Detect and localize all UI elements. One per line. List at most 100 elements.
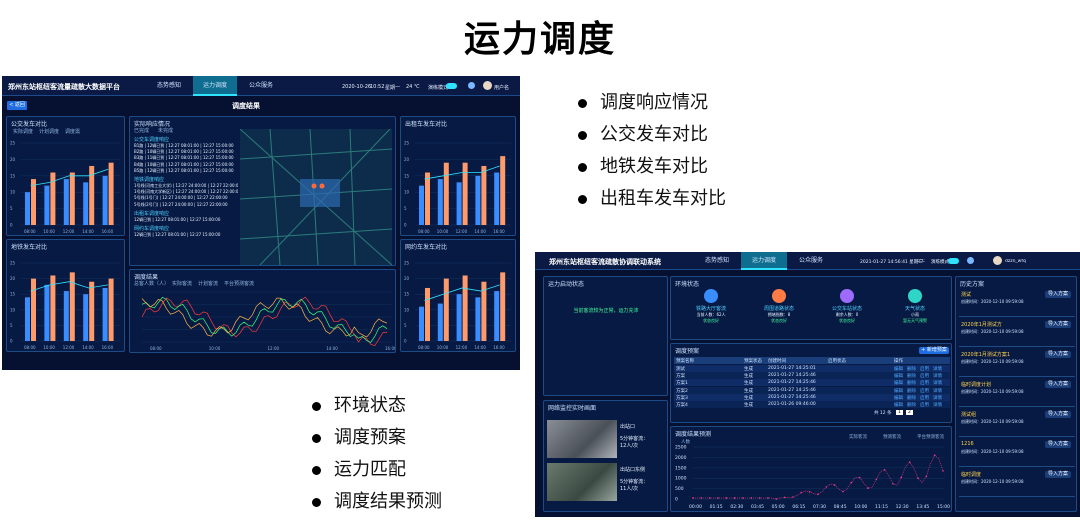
tab-situation[interactable]: 态势感知: [704, 257, 729, 264]
metro-chart: 25 20 15 10 5 0 08:00 10:00 12:00 14:00 16:00: [10, 261, 120, 350]
history-item[interactable]: 1216 创建时间： 2020-12-10 09:59:08 导入方案: [959, 439, 1075, 467]
import-plan-button[interactable]: 导入方案: [1045, 321, 1071, 328]
history-item[interactable]: 2020年1月测试方 创建时间： 2020-12-10 09:59:08 导入方案: [959, 319, 1075, 347]
add-plan-button[interactable]: + 新增预案: [919, 347, 949, 354]
row-action-link[interactable]: 启用: [920, 381, 929, 387]
camera-feed-2[interactable]: [547, 463, 617, 501]
back-button[interactable]: < 返回: [7, 101, 27, 110]
forecast-point: [733, 497, 736, 499]
history-item[interactable]: 2020年1月测试方案1 创建时间： 2020-12-10 09:59:08 导入方案: [959, 349, 1075, 377]
row-action-link[interactable]: 编辑: [894, 374, 903, 380]
table-row[interactable]: 测试 生成 2021-01-27 14:25:01 编辑 删除 启用 详情: [674, 365, 950, 372]
panel-environment: 环境状态 铁路大厅客流 当前人数：62人 状态良好 周围道路状态 拥堵指数：8 状态良好公…: [670, 276, 952, 340]
map-view[interactable]: [240, 129, 392, 265]
camera-line2: 12人/次: [620, 443, 639, 449]
row-action-link[interactable]: 编辑: [894, 395, 903, 401]
tab-dispatch[interactable]: 运力调度: [193, 76, 237, 96]
import-plan-button[interactable]: 导入方案: [1045, 291, 1071, 298]
history-name: 2020年1月测试方案1: [961, 352, 1011, 358]
mode-toggle[interactable]: [446, 83, 457, 89]
row-action-link[interactable]: 启用: [920, 374, 929, 380]
camera-feed-1[interactable]: [547, 420, 617, 458]
row-action-link[interactable]: 编辑: [894, 388, 903, 394]
camera-name: 出站口: [620, 424, 636, 430]
bullet-item: 出租车发车对比: [574, 183, 726, 215]
bell-icon[interactable]: [967, 257, 974, 264]
tab-dispatch[interactable]: 运力调度: [741, 252, 787, 270]
bar: [89, 281, 95, 341]
forecast-point: [783, 496, 786, 499]
row-action-link[interactable]: 删除: [907, 374, 916, 380]
row-action-link[interactable]: 删除: [907, 395, 916, 401]
response-group-title: 地铁调度响应: [134, 177, 165, 184]
x-tick-label: 08:00: [24, 229, 36, 234]
import-plan-button[interactable]: 导入方案: [1045, 471, 1071, 478]
forecast-point: [858, 476, 861, 479]
import-plan-button[interactable]: 导入方案: [1045, 381, 1071, 388]
pager-page-2[interactable]: 2: [906, 410, 913, 415]
panel-activation: 运力启动状态 当前客流较为正常，运力充沛: [543, 276, 668, 396]
forecast-point: [842, 490, 844, 493]
y-tick-label: 500: [675, 486, 684, 492]
mode-toggle[interactable]: [948, 258, 959, 264]
row-action-link[interactable]: 详情: [933, 388, 942, 394]
tab-situation[interactable]: 态势感知: [156, 82, 181, 89]
table-row[interactable]: 方案3 生成 2021-01-27 14:25:46 编辑 删除 启用 详情: [674, 393, 950, 401]
forecast-point: [908, 461, 911, 463]
panel-title: 环境状态: [675, 281, 700, 288]
activation-text: 当前客流较为正常，运力充沛: [573, 308, 639, 314]
y-tick-label: 10: [404, 307, 410, 312]
row-action-link[interactable]: 编辑: [894, 367, 903, 372]
panel-title: 实际响应情况: [134, 121, 171, 128]
row-action-link[interactable]: 删除: [907, 403, 916, 408]
x-tick-label: 16:00: [385, 346, 395, 351]
result-legend-forecast: 平台预测客流: [224, 281, 255, 287]
row-action-link[interactable]: 详情: [933, 381, 942, 387]
x-tick-label: 16:00: [493, 229, 505, 234]
row-action-link[interactable]: 启用: [920, 388, 929, 394]
row-action-link[interactable]: 详情: [933, 403, 942, 408]
avatar[interactable]: [993, 256, 1002, 265]
x-tick-label: 10:00: [43, 345, 55, 350]
row-action-link[interactable]: 启用: [920, 367, 929, 372]
row-action-link[interactable]: 启用: [920, 395, 929, 401]
history-item[interactable]: 临时调度 创建时间： 2020-12-10 09:59:08 导入方案: [959, 469, 1075, 497]
top-bar: 郑州东站枢纽客流量疏散大数据平台 态势感知 运力调度 公众服务 2020-10-…: [2, 76, 520, 96]
bar: [83, 182, 89, 225]
avatar[interactable]: [483, 81, 492, 90]
row-action-link[interactable]: 启用: [920, 403, 929, 408]
panel-taxi: 出租车发车对比 25 20 15 10 5 0 08:00 10:00 12:00 14:00 16…: [400, 116, 516, 236]
bar: [83, 294, 89, 341]
import-plan-button[interactable]: 导入方案: [1045, 411, 1071, 418]
bell-icon[interactable]: [468, 82, 475, 89]
import-plan-button[interactable]: 导入方案: [1045, 441, 1071, 448]
plan-table: 预案名称 预案状态 创建时间 启用状态 操作 测试 生成 2021-01-27 14:25:0…: [674, 357, 950, 417]
table-row[interactable]: 方案2 生成 2021-01-27 14:25:46 编辑 删除 启用 详情: [674, 386, 950, 394]
table-row[interactable]: 方案1 生成 2021-01-27 14:25:46 编辑 删除 启用 详情: [674, 379, 950, 387]
row-action-link[interactable]: 详情: [933, 395, 942, 401]
camera-line1: 5分钟客流：: [620, 436, 649, 442]
row-action-link[interactable]: 删除: [907, 388, 916, 394]
history-item[interactable]: 测试 创建时间： 2020-12-10 09:59:08 导入方案: [959, 289, 1075, 317]
response-row: B1路 | 12辆已到 | 12:27 08:01:00 | 12:27 15:…: [134, 143, 234, 148]
table-row[interactable]: 方案 生成 2021-01-27 14:25:46 编辑 删除 启用 详情: [674, 372, 950, 380]
bar: [481, 281, 487, 341]
row-action-link[interactable]: 编辑: [894, 381, 903, 387]
panel-title: 调度结果: [134, 274, 159, 281]
history-item[interactable]: 临时调度计划 创建时间： 2020-12-10 09:59:08 导入方案: [959, 379, 1075, 407]
row-action-link[interactable]: 删除: [907, 381, 916, 387]
forecast-point: [917, 477, 919, 479]
row-action-link[interactable]: 详情: [933, 367, 942, 372]
row-action-link[interactable]: 详情: [933, 374, 942, 380]
import-plan-button[interactable]: 导入方案: [1045, 351, 1071, 358]
pager-page-1[interactable]: 1: [896, 410, 903, 415]
user-name[interactable]: 用户名: [494, 85, 510, 91]
tab-public[interactable]: 公众服务: [248, 82, 273, 89]
row-action-link[interactable]: 编辑: [894, 403, 903, 408]
tab-public[interactable]: 公众服务: [798, 257, 823, 264]
row-action-link[interactable]: 删除: [907, 367, 916, 372]
user-name[interactable]: dzzn_wfq: [1005, 259, 1026, 264]
table-row[interactable]: 方案4 生成 2021-01-26 09:46:00 编辑 删除 启用 详情: [674, 401, 950, 408]
history-item[interactable]: 测试组 创建时间： 2020-12-10 09:59:08 导入方案: [959, 409, 1075, 437]
history-name: 临时调度计划: [961, 382, 992, 388]
